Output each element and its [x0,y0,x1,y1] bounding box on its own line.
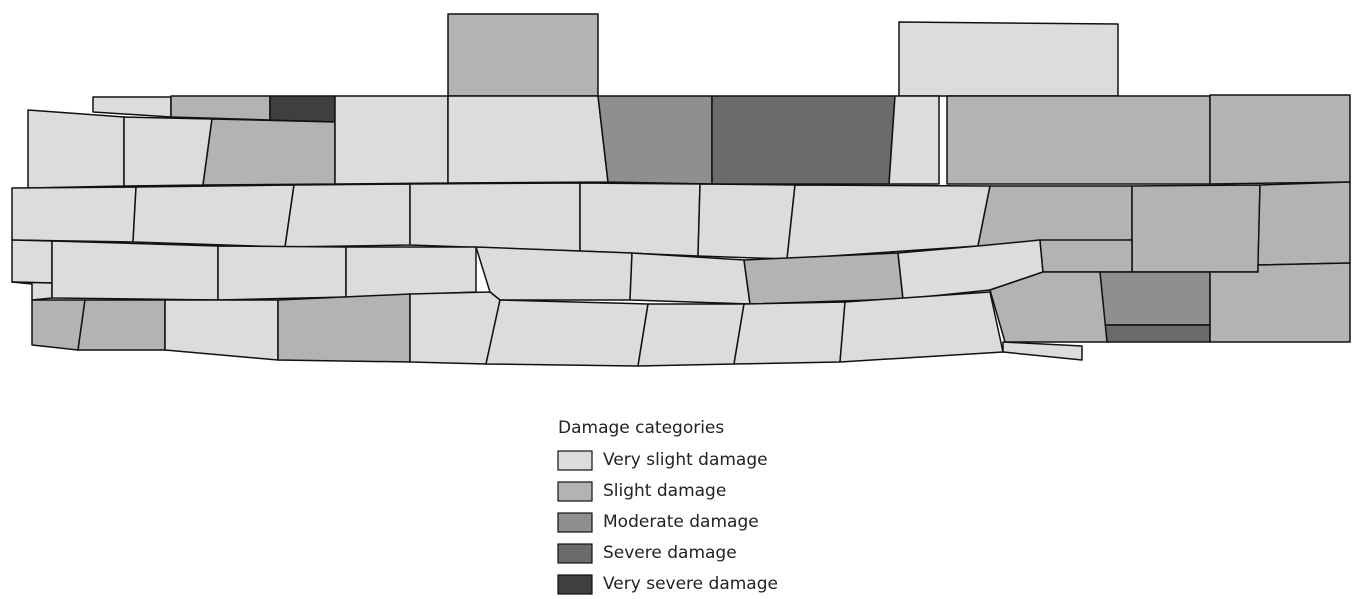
wall-panel [475,246,633,301]
wall-panel [170,95,271,121]
wall-panel [409,291,501,365]
legend-label: Very slight damage [603,450,768,470]
wall-panel [447,13,599,97]
wall-panel [334,95,449,185]
legend-label: Very severe damage [603,574,778,594]
wall-panel [92,96,172,118]
legend-swatch [557,543,593,564]
wall-panel [839,291,1004,363]
wall-panel [711,95,896,185]
wall-panel [579,182,701,257]
wall-panel [1039,239,1133,273]
wall-panel [697,183,796,260]
legend-title: Damage categories [558,418,724,438]
legend-swatch [557,574,593,595]
wall-panel [946,95,1211,185]
wall-panel [51,240,219,301]
wall [11,13,1351,367]
wall-panel [217,245,347,301]
wall-panel [1209,262,1351,343]
wall-panel [202,118,336,186]
legend: Very slight damage Slight damage Moderate … [557,450,778,595]
wall-panel [1002,341,1083,361]
wall-panel [1099,271,1211,326]
wall-panel [1257,181,1351,266]
legend-swatch [557,481,593,502]
legend-swatch [557,512,593,533]
wall-panel [485,299,649,367]
wall-panel [123,116,213,187]
wall-panel [1131,184,1261,273]
wall-panel [164,299,279,361]
wall-panel [1104,324,1211,343]
wall-panel [597,95,713,185]
wall-panel [733,301,846,365]
wall-panel [31,299,86,351]
wall-panel [447,95,609,184]
wall-panel [629,252,751,305]
wall-panel [743,252,904,305]
wall-panel [1209,94,1351,185]
wall-panel [132,184,295,248]
wall-panel [637,303,745,367]
legend-label: Slight damage [603,481,726,501]
wall-panel [898,21,1119,97]
wall-panel [989,271,1108,343]
wall-panel [11,239,53,284]
wall-panel [284,183,411,248]
legend-label: Moderate damage [603,512,759,532]
legend-label: Severe damage [603,543,737,563]
wall-panel [277,293,411,363]
wall-panel [27,109,125,189]
wall-panel [977,185,1133,247]
wall-panel [888,95,940,185]
legend-swatch [557,450,593,471]
wall-panel [269,95,336,123]
wall-panel [345,246,477,298]
wall-panel [11,281,53,301]
wall-panel [11,186,137,243]
wall-panel [77,299,166,351]
wall-panel [409,182,581,252]
